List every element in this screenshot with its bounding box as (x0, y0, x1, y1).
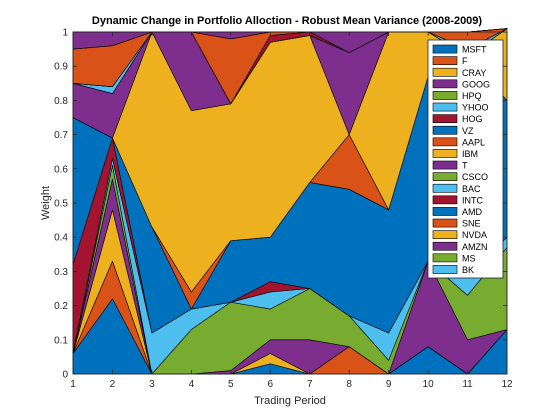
legend-swatch-goog (432, 79, 458, 89)
y-tick-label-6: 0.6 (54, 164, 68, 175)
legend-label-yhoo: YHOO (462, 103, 489, 113)
legend-label-hpq: HPQ (462, 91, 482, 101)
x-tick-label-1: 1 (70, 379, 76, 390)
y-tick-label-10: 1 (62, 28, 68, 39)
legend-label-intc: INTC (462, 195, 483, 205)
legend-swatch-ms (432, 253, 458, 263)
stacked-areas (72, 28, 508, 375)
legend-swatch-amzn (432, 241, 458, 251)
legend-swatch-yhoo (432, 102, 458, 112)
legend-swatch-vz (432, 125, 458, 135)
y-tick-label-8: 0.8 (54, 96, 68, 107)
y-tick-label-9: 0.9 (54, 62, 68, 73)
legend-swatch-hpq (432, 91, 458, 100)
legend-label-hog: HOG (462, 114, 483, 124)
legend-swatch-cray (432, 67, 458, 77)
legend-label-ms: MS (462, 253, 476, 263)
x-tick-label-4: 4 (189, 379, 195, 390)
legend-label-vz: VZ (462, 126, 474, 136)
x-axis-ticks: 1 2 3 4 5 6 7 8 9 10 11 12 (70, 32, 513, 390)
legend-swatch-f (432, 56, 458, 65)
legend-swatch-aapl (432, 137, 458, 147)
legend-swatch-nvda (432, 230, 458, 240)
legend-label-amd: AMD (462, 207, 483, 217)
legend-label-bk: BK (462, 265, 474, 275)
legend-label-amzn: AMZN (462, 242, 488, 252)
legend-label-cray: CRAY (462, 68, 486, 78)
legend-label-aapl: AAPL (462, 137, 485, 147)
x-tick-label-6: 6 (267, 379, 273, 390)
legend-label-bac: BAC (462, 184, 481, 194)
y-tick-label-3: 0.3 (54, 267, 68, 278)
y-axis-ticks: 0 0.1 0.2 0.3 0.4 0.5 0.6 0.7 0.8 0.9 1 (54, 28, 507, 381)
legend-label-goog: GOOG (462, 79, 490, 89)
y-tick-label-2: 0.2 (54, 301, 68, 312)
legend-swatch-msft (432, 44, 458, 54)
legend-swatch-hog (432, 114, 458, 123)
legend-label-ibm: IBM (462, 149, 478, 159)
y-tick-label-5: 0.5 (54, 199, 68, 210)
y-axis-label: Weight (40, 186, 52, 220)
y-tick-label-0: 0 (62, 370, 68, 381)
legend-swatch-csco (432, 172, 458, 182)
legend-swatch-intc (432, 195, 458, 205)
legend-label-sne: SNE (462, 219, 481, 229)
x-tick-label-7: 7 (307, 379, 313, 390)
x-tick-label-3: 3 (149, 379, 155, 390)
legend-swatch-bac (432, 183, 458, 193)
legend-swatch-sne (432, 218, 458, 228)
y-tick-label-1: 0.1 (54, 335, 68, 346)
legend-label-nvda: NVDA (462, 230, 487, 240)
legend-label-csco: CSCO (462, 172, 488, 182)
x-axis-label: Trading Period (254, 395, 326, 407)
legend-swatch-ibm (432, 149, 458, 158)
legend-label-f: F (462, 56, 468, 66)
x-tick-label-11: 11 (462, 379, 473, 390)
y-tick-label-7: 0.7 (54, 130, 68, 141)
legend-swatch-bk (432, 265, 458, 274)
legend-label-msft: MSFT (462, 45, 487, 55)
x-tick-label-10: 10 (423, 379, 435, 390)
x-tick-label-9: 9 (386, 379, 392, 390)
x-tick-label-12: 12 (501, 379, 513, 390)
legend-swatch-t (432, 160, 458, 170)
x-tick-label-5: 5 (228, 379, 234, 390)
x-tick-label-2: 2 (110, 379, 116, 390)
y-tick-label-4: 0.4 (54, 233, 68, 244)
chart-title: Dynamic Change in Portfolio Alloction - … (92, 15, 483, 27)
x-tick-label-8: 8 (346, 379, 352, 390)
legend-label-t: T (462, 161, 468, 171)
legend-swatch-amd (432, 207, 458, 216)
